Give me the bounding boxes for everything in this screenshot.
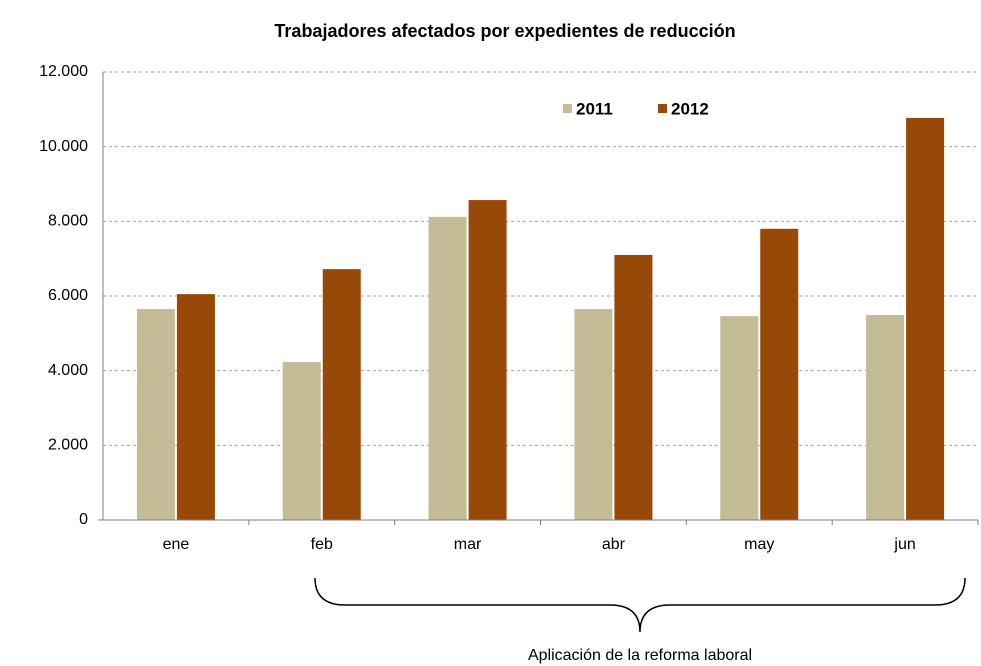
bar <box>136 309 175 520</box>
x-tick-label: feb <box>311 536 333 553</box>
bar <box>614 254 653 520</box>
y-tick-label: 6.000 <box>48 287 88 304</box>
y-tick-label: 4.000 <box>48 362 88 379</box>
annotation: Aplicación de la reforma laboral <box>528 647 752 664</box>
chart-title: Trabajadores afectados por expedientes d… <box>274 21 735 41</box>
y-tick-label: 12.000 <box>39 63 88 80</box>
bar <box>322 269 361 520</box>
bar <box>468 200 507 520</box>
bar <box>574 309 613 520</box>
x-tick-label: jun <box>893 536 915 553</box>
bar <box>720 316 759 520</box>
y-tick-label: 8.000 <box>48 213 88 230</box>
legend-label: 2012 <box>671 99 709 118</box>
legend-label: 2011 <box>576 99 613 118</box>
x-tick-label: may <box>744 536 774 553</box>
legend-swatch <box>563 104 572 113</box>
y-tick-label: 10.000 <box>39 138 88 155</box>
y-tick-label: 0 <box>79 511 88 528</box>
bar <box>760 228 799 521</box>
x-tick-label: abr <box>602 536 626 553</box>
bar <box>282 362 321 520</box>
bar <box>176 294 215 520</box>
x-tick-label: ene <box>163 536 190 553</box>
bar <box>428 216 467 520</box>
legend-swatch <box>658 104 667 113</box>
bar <box>906 117 945 521</box>
bar <box>866 315 905 520</box>
brace <box>314 577 966 633</box>
x-tick-label: mar <box>454 536 482 553</box>
y-tick-label: 2.000 <box>48 437 88 454</box>
